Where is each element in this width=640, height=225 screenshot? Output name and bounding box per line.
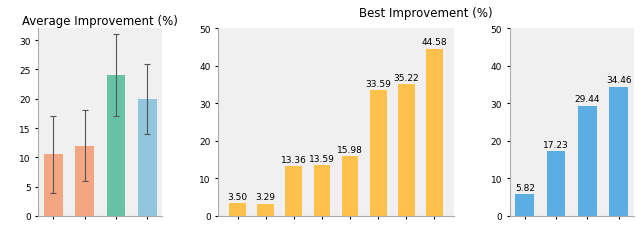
Bar — [257, 204, 274, 216]
Bar — [106, 76, 125, 216]
Bar — [76, 146, 94, 216]
Text: 17.23: 17.23 — [543, 140, 569, 149]
Bar — [609, 87, 628, 216]
Title: Average Improvement (%): Average Improvement (%) — [22, 15, 178, 28]
Bar — [547, 152, 566, 216]
Bar — [314, 165, 330, 216]
Bar — [426, 50, 443, 216]
Text: 15.98: 15.98 — [337, 145, 363, 154]
Bar — [342, 156, 358, 216]
Text: 5.82: 5.82 — [515, 183, 535, 192]
Text: 13.59: 13.59 — [309, 154, 335, 163]
Bar — [44, 155, 63, 216]
Bar — [370, 90, 387, 216]
Bar — [229, 203, 246, 216]
Text: 44.58: 44.58 — [422, 38, 447, 47]
Text: 34.46: 34.46 — [606, 76, 632, 85]
Text: 35.22: 35.22 — [394, 73, 419, 82]
Text: 3.29: 3.29 — [256, 193, 276, 201]
Bar — [398, 84, 415, 216]
Text: 13.36: 13.36 — [281, 155, 307, 164]
Bar — [138, 99, 157, 216]
Bar — [515, 194, 534, 216]
Bar — [285, 166, 302, 216]
Text: 3.50: 3.50 — [227, 192, 248, 201]
Text: Best Improvement (%): Best Improvement (%) — [359, 7, 493, 20]
Text: 33.59: 33.59 — [365, 79, 391, 88]
Bar — [578, 106, 596, 216]
Text: 29.44: 29.44 — [575, 95, 600, 104]
